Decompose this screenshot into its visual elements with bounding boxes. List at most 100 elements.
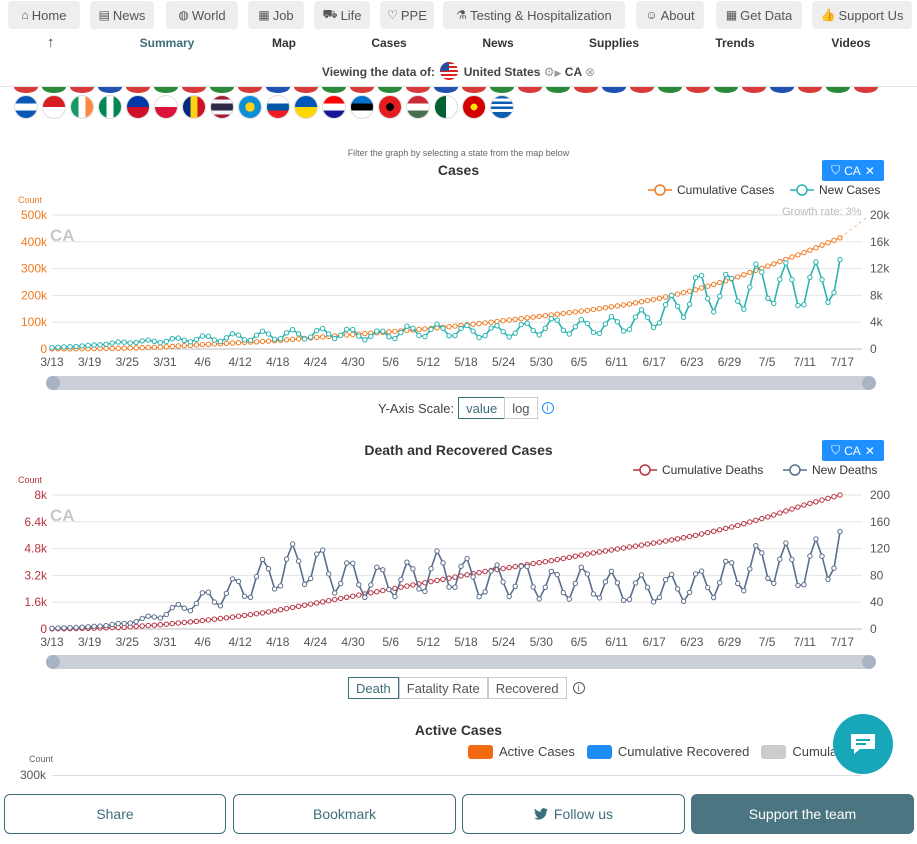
arrow-up-icon[interactable]: ↑: [47, 34, 55, 51]
share-button[interactable]: Share: [4, 794, 226, 834]
flag-philippines-icon[interactable]: [126, 95, 150, 119]
nav-label: World: [191, 7, 226, 23]
flag-estonia-icon[interactable]: [350, 95, 374, 119]
flag-partial-icon[interactable]: [406, 87, 430, 93]
flag-partial-icon[interactable]: [518, 87, 542, 93]
flag-nigeria-icon[interactable]: [98, 95, 122, 119]
flag-thailand-icon[interactable]: [210, 95, 234, 119]
flag-romania-icon[interactable]: [182, 95, 206, 119]
flag-partial-icon[interactable]: [686, 87, 710, 93]
nav-home[interactable]: ⌂ Home: [8, 1, 80, 29]
scale-value-button[interactable]: value: [458, 397, 506, 419]
flag-partial-icon[interactable]: [238, 87, 262, 93]
flag-partial-icon[interactable]: [854, 87, 878, 93]
close-circle-icon[interactable]: ⊗: [585, 65, 596, 79]
flag-poland-icon[interactable]: [154, 95, 178, 119]
nav-news[interactable]: ▤ News: [90, 1, 154, 29]
subnav-cases[interactable]: Cases: [371, 36, 407, 50]
tab-recovered[interactable]: Recovered: [487, 677, 567, 699]
flag-hungary-icon[interactable]: [406, 95, 430, 119]
flag-indonesia-icon[interactable]: [42, 95, 66, 119]
flag-partial-icon[interactable]: [574, 87, 598, 93]
flag-montenegro-icon[interactable]: [462, 95, 486, 119]
flag-partial-icon[interactable]: [630, 87, 654, 93]
close-icon[interactable]: ✕: [864, 163, 875, 178]
nav-testing-hospitalization[interactable]: ⚗ Testing & Hospitalization: [443, 1, 625, 29]
legend-active[interactable]: Active Cases: [499, 744, 575, 759]
subnav-trends[interactable]: Trends: [715, 36, 755, 50]
flag-partial-icon[interactable]: [98, 87, 122, 93]
flag-partial-icon[interactable]: [434, 87, 458, 93]
flag-albania-icon[interactable]: [378, 95, 402, 119]
flag-partial-icon[interactable]: [70, 87, 94, 93]
flag-partial-icon[interactable]: [770, 87, 794, 93]
chat-button[interactable]: [833, 714, 893, 774]
flag-partial-icon[interactable]: [42, 87, 66, 93]
flag-partial-icon[interactable]: [462, 87, 486, 93]
follow-button[interactable]: Follow us: [462, 794, 685, 834]
legend-swatch-cumulative[interactable]: [761, 744, 787, 759]
legend-swatch-active[interactable]: [468, 744, 493, 759]
death-state-tag[interactable]: ⛉ CA ✕: [822, 440, 884, 461]
scale-log-button[interactable]: log: [504, 397, 538, 419]
flag-partial-icon[interactable]: [546, 87, 570, 93]
viewing-state[interactable]: CA: [564, 65, 582, 79]
flag-ireland-icon[interactable]: [70, 95, 94, 119]
nav-life[interactable]: ⛟ Life: [314, 1, 370, 29]
flag-slovenia-icon[interactable]: [266, 95, 290, 119]
nav-ppe[interactable]: ♡ PPE: [380, 1, 434, 29]
flag-partial-icon[interactable]: [826, 87, 850, 93]
flag-partial-icon[interactable]: [126, 87, 150, 93]
flag-algeria-icon[interactable]: [434, 95, 458, 119]
subnav-summary[interactable]: Summary: [139, 36, 195, 50]
gear-icon[interactable]: ⚙: [543, 65, 555, 79]
legend-swatch-recovered[interactable]: [586, 744, 612, 759]
data-point: [314, 327, 320, 334]
data-point: [494, 562, 500, 568]
data-point: [632, 543, 639, 549]
bookmark-button[interactable]: Bookmark: [233, 794, 456, 834]
data-point: [698, 531, 705, 537]
flag-honduras-icon[interactable]: [14, 95, 38, 119]
data-point: [765, 295, 771, 302]
flag-ukraine-icon[interactable]: [294, 95, 318, 119]
subnav-supplies[interactable]: Supplies: [588, 36, 640, 50]
cases-state-tag[interactable]: ⛉ CA ✕: [822, 160, 884, 181]
flag-venezuela-icon[interactable]: [238, 95, 262, 119]
flag-partial-icon[interactable]: [798, 87, 822, 93]
flag-partial-icon[interactable]: [378, 87, 402, 93]
info-icon[interactable]: i: [572, 682, 585, 694]
nav-world[interactable]: ◍ World: [166, 1, 238, 29]
flag-croatia-icon[interactable]: [322, 95, 346, 119]
flag-partial-icon[interactable]: [658, 87, 682, 93]
flag-partial-icon[interactable]: [714, 87, 738, 93]
flag-partial-icon[interactable]: [350, 87, 374, 93]
nav-about[interactable]: ☺ About: [636, 1, 704, 29]
nav-job[interactable]: ▦ Job: [248, 1, 304, 29]
flag-partial-icon[interactable]: [742, 87, 766, 93]
flag-greece-icon[interactable]: [490, 95, 514, 119]
flag-partial-icon[interactable]: [14, 87, 38, 93]
flag-partial-icon[interactable]: [602, 87, 626, 93]
flag-partial-icon[interactable]: [294, 87, 318, 93]
flag-partial-icon[interactable]: [266, 87, 290, 93]
flag-partial-icon[interactable]: [154, 87, 178, 93]
close-icon[interactable]: ✕: [864, 443, 875, 458]
support-team-button[interactable]: Support the team: [691, 794, 914, 834]
tab-death[interactable]: Death: [348, 677, 399, 699]
viewing-country[interactable]: United States: [463, 65, 541, 79]
legend-recovered[interactable]: Cumulative Recovered: [617, 744, 750, 759]
subnav-videos[interactable]: Videos: [831, 36, 871, 50]
flag-partial-icon[interactable]: [490, 87, 514, 93]
flag-partial-icon[interactable]: [322, 87, 346, 93]
tab-fatality-rate[interactable]: Fatality Rate: [398, 677, 488, 699]
flag-partial-icon[interactable]: [210, 87, 234, 93]
subnav-map[interactable]: Map: [272, 36, 296, 50]
data-point: [753, 517, 759, 523]
nav-get-data[interactable]: ▦ Get Data: [716, 1, 802, 29]
flag-partial-icon[interactable]: [182, 87, 206, 93]
subnav-news[interactable]: News: [482, 36, 514, 50]
info-icon[interactable]: i: [541, 402, 554, 414]
data-point: [692, 287, 699, 293]
nav-support-us[interactable]: 👍 Support Us: [812, 1, 912, 29]
